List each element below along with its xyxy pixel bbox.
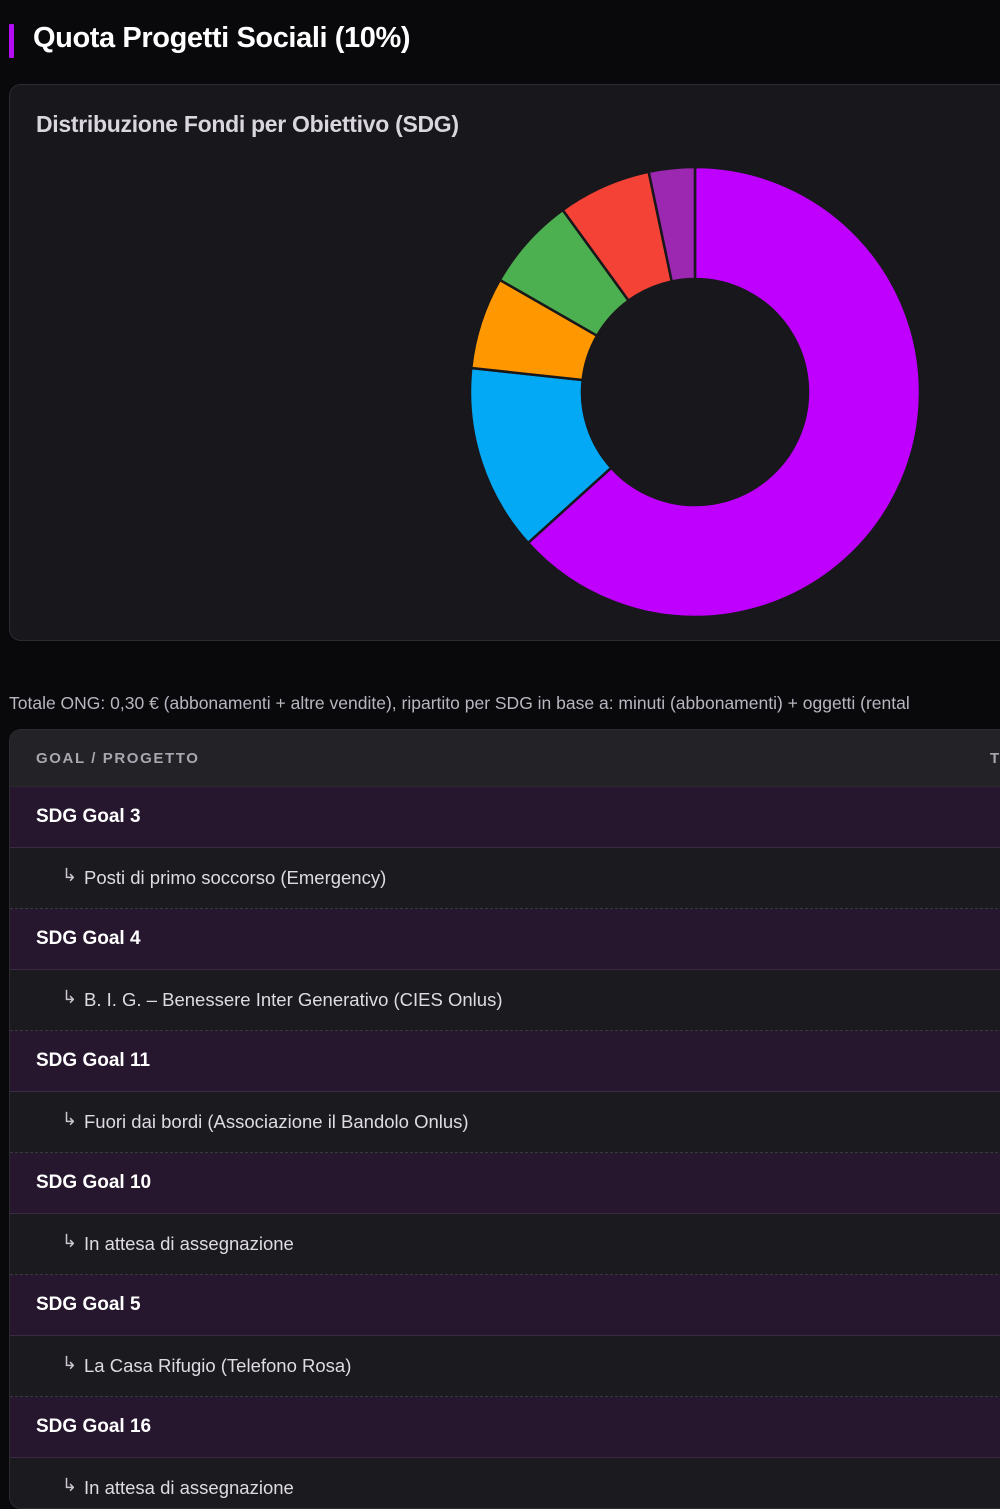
sdg-table: GOAL / PROGETTO T SDG Goal 3 ↳ Posti di pr… <box>9 729 1000 1509</box>
project-label: Fuori dai bordi (Associazione il Bandolo… <box>84 1111 469 1132</box>
donut-slice-1[interactable] <box>526 165 922 619</box>
header-truncated: T <box>990 750 1000 767</box>
subitem-arrow-icon: ↳ <box>62 1353 78 1373</box>
table-header: GOAL / PROGETTO T <box>10 730 1000 787</box>
subitem-arrow-icon: ↳ <box>62 865 78 885</box>
project-row: ↳ Posti di primo soccorso (Emergency) <box>10 848 1000 909</box>
project-label: In attesa di assegnazione <box>84 1477 294 1498</box>
header-goal-project: GOAL / PROGETTO <box>36 750 200 767</box>
chart-card: Distribuzione Fondi per Obiettivo (SDG) <box>9 84 1000 641</box>
project-row: ↳ In attesa di assegnazione <box>10 1214 1000 1275</box>
section-title: Quota Progetti Sociali (10%) <box>33 22 411 54</box>
subitem-arrow-icon: ↳ <box>62 1231 78 1251</box>
project-row: ↳ In attesa di assegnazione <box>10 1458 1000 1508</box>
section-header: Quota Progetti Sociali (10%) <box>0 0 1000 82</box>
goal-label: SDG Goal 11 <box>36 1050 151 1071</box>
donut-slice-2[interactable] <box>468 366 613 545</box>
donut-chart <box>468 165 922 619</box>
goal-row: SDG Goal 16 <box>10 1397 1000 1458</box>
subitem-arrow-icon: ↳ <box>62 1109 78 1129</box>
goal-row: SDG Goal 10 <box>10 1153 1000 1214</box>
subitem-arrow-icon: ↳ <box>62 987 78 1007</box>
project-row: ↳ La Casa Rifugio (Telefono Rosa) <box>10 1336 1000 1397</box>
donut-slice-6[interactable] <box>647 165 697 283</box>
project-label: In attesa di assegnazione <box>84 1233 294 1254</box>
project-row: ↳ Fuori dai bordi (Associazione il Bandol… <box>10 1092 1000 1153</box>
goal-row: SDG Goal 3 <box>10 787 1000 848</box>
goal-label: SDG Goal 16 <box>36 1416 152 1437</box>
goal-label: SDG Goal 3 <box>36 806 141 827</box>
goal-row: SDG Goal 4 <box>10 909 1000 970</box>
chart-title: Distribuzione Fondi per Obiettivo (SDG) <box>36 111 459 137</box>
goal-label: SDG Goal 5 <box>36 1294 141 1315</box>
goal-row: SDG Goal 11 <box>10 1031 1000 1092</box>
funds-note: Totale ONG: 0,30 € (abbonamenti + altre … <box>9 693 910 713</box>
subitem-arrow-icon: ↳ <box>62 1475 78 1495</box>
accent-bar <box>9 24 14 58</box>
project-label: B. I. G. – Benessere Inter Generativo (C… <box>84 989 503 1010</box>
project-row: ↳ B. I. G. – Benessere Inter Generativo (… <box>10 970 1000 1031</box>
goal-row: SDG Goal 5 <box>10 1275 1000 1336</box>
goal-label: SDG Goal 10 <box>36 1172 152 1193</box>
project-label: Posti di primo soccorso (Emergency) <box>84 867 387 888</box>
project-label: La Casa Rifugio (Telefono Rosa) <box>84 1355 352 1376</box>
table-body: SDG Goal 3 ↳ Posti di primo soccorso (Emer… <box>10 787 1000 1508</box>
goal-label: SDG Goal 4 <box>36 928 141 949</box>
